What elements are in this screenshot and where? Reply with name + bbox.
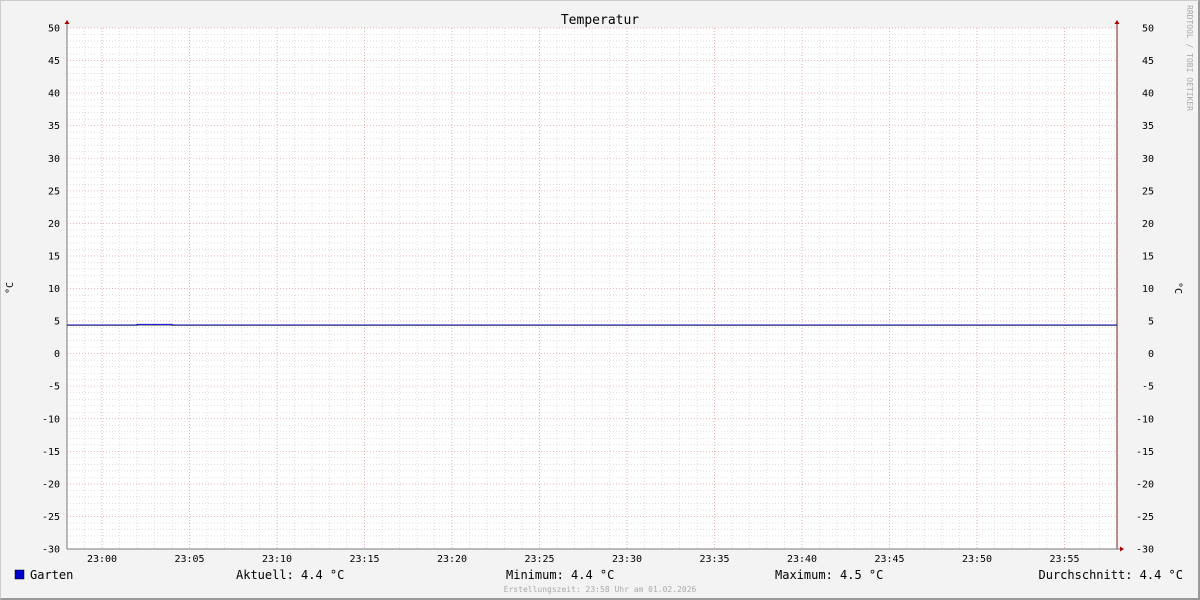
y-tick-label-right: 15 [1142,251,1154,262]
y-tick-label-left: -30 [42,545,60,556]
y-tick-label-right: 35 [1142,121,1154,132]
chart-title: Temperatur [561,13,639,28]
y-tick-label-left: 50 [48,24,60,35]
y-tick-label-right: -10 [1136,414,1154,425]
legend-minimum: Minimum: 4.4 °C [506,568,614,582]
legend-average: Durchschnitt: 4.4 °C [1039,568,1184,582]
y-tick-label-right: 0 [1148,349,1154,360]
y-tick-label-right: 25 [1142,186,1154,197]
y-tick-label-left: 30 [48,154,60,165]
y-tick-label-left: -5 [48,382,60,393]
x-tick-label: 23:10 [262,554,292,565]
y-tick-label-left: 25 [48,186,60,197]
x-tick-label: 23:55 [1049,554,1079,565]
legend-swatch-garten [14,569,25,580]
y-tick-label-left: 40 [48,89,60,100]
y-tick-label-right: 50 [1142,24,1154,35]
x-tick-label: 23:50 [962,554,992,565]
y-tick-label-left: 0 [54,349,60,360]
series-line-garten [67,323,1117,326]
axis-arrow-x [1120,546,1124,552]
legend-current: Aktuell: 4.4 °C [236,568,344,582]
y-tick-label-right: -25 [1136,512,1154,523]
x-tick-label: 23:35 [699,554,729,565]
y-tick-label-right: 5 [1148,317,1154,328]
y-tick-label-right: -20 [1136,479,1154,490]
x-tick-label: 23:30 [612,554,642,565]
y-tick-label-right: -30 [1136,545,1154,556]
y-tick-label-left: 45 [48,56,60,67]
grid [64,20,1124,552]
y-tick-label-left: 20 [48,219,60,230]
y-tick-label-right: 40 [1142,89,1154,100]
x-tick-label: 23:40 [787,554,817,565]
x-tick-label: 23:45 [874,554,904,565]
y-tick-label-right: 30 [1142,154,1154,165]
x-tick-label: 23:00 [87,554,117,565]
y-axis-label-right: °C [1172,282,1183,294]
x-tick-label: 23:20 [437,554,467,565]
x-tick-label: 23:25 [524,554,554,565]
x-tick-label: 23:15 [349,554,379,565]
y-tick-label-left: -20 [42,479,60,490]
series-lines [67,323,1117,326]
y-tick-label-right: -5 [1142,382,1154,393]
legend-maximum: Maximum: 4.5 °C [775,568,883,582]
y-tick-label-left: 5 [54,317,60,328]
y-tick-label-right: -15 [1136,447,1154,458]
y-tick-label-left: 10 [48,284,60,295]
legend-label-garten: Garten [30,568,73,582]
axis-arrow-right [1114,20,1120,24]
y-tick-label-left: -25 [42,512,60,523]
y-tick-label-right: 10 [1142,284,1154,295]
y-tick-label-right: 45 [1142,56,1154,67]
y-tick-label-left: -15 [42,447,60,458]
y-tick-label-left: -10 [42,414,60,425]
y-tick-label-left: 35 [48,121,60,132]
y-tick-label-left: 15 [48,251,60,262]
y-axis-label-left: °C [5,282,16,294]
rrdtool-watermark: RRDTOOL / TOBI OETIKER [1185,5,1194,111]
y-tick-label-right: 20 [1142,219,1154,230]
creation-time-footer: Erstellungszeit: 23:58 Uhr am 01.02.2026 [504,585,697,594]
x-tick-label: 23:05 [174,554,204,565]
axis-arrow-left [64,20,70,24]
